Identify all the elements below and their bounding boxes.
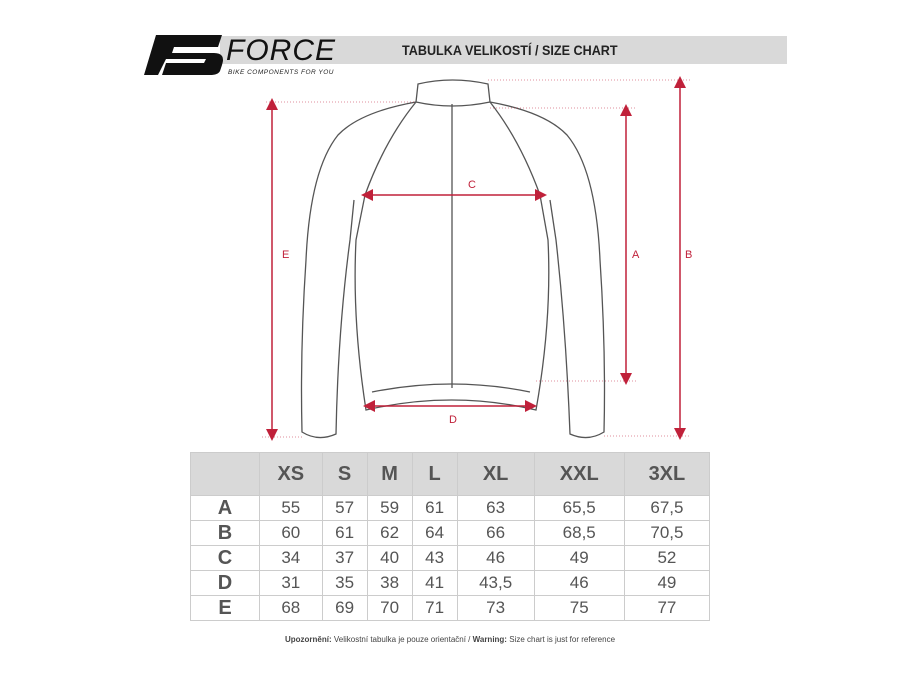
table-cell: 65,5: [533, 495, 625, 521]
label-c: C: [468, 179, 476, 191]
table-cell: 69: [321, 595, 368, 621]
note-cz-bold: Upozornění:: [284, 635, 332, 644]
force-logo-icon: [144, 35, 223, 75]
table-cell: 70: [366, 595, 413, 621]
label-b: B: [685, 249, 692, 261]
table-cell: 55: [259, 495, 323, 521]
column-header-xxl: XXL: [533, 452, 625, 496]
table-cell: 68: [259, 595, 323, 621]
table-cell: 64: [411, 520, 458, 546]
table-cell: 61: [321, 520, 368, 546]
row-label: E: [190, 595, 260, 621]
corner-cell: [190, 452, 260, 496]
table-cell: 37: [321, 545, 368, 571]
page-title: TABULKA VELIKOSTÍ / SIZE CHART: [402, 42, 618, 58]
row-label: A: [190, 495, 260, 521]
table-cell: 66: [456, 520, 535, 546]
row-label: C: [190, 545, 260, 571]
table-cell: 41: [411, 570, 458, 596]
label-a: A: [632, 249, 640, 261]
column-header-xl: XL: [456, 452, 535, 496]
table-cell: 60: [259, 520, 323, 546]
table-cell: 43: [411, 545, 458, 571]
table-row: B 60 61 62 64 66 68,5 70,5: [190, 520, 711, 546]
column-header-s: S: [321, 452, 368, 496]
table-row: E 68 69 70 71 73 75 77: [190, 595, 711, 621]
row-label: D: [190, 570, 260, 596]
note-en-bold: Warning:: [472, 635, 507, 644]
table-cell: 61: [411, 495, 458, 521]
table-row: D 31 35 38 41 43,5 46 49: [190, 570, 711, 596]
table-cell: 46: [533, 570, 625, 596]
table-cell: 52: [623, 545, 711, 571]
table-cell: 73: [456, 595, 535, 621]
table-cell: 38: [366, 570, 413, 596]
table-cell: 70,5: [623, 520, 711, 546]
table-cell: 57: [321, 495, 368, 521]
table-cell: 49: [533, 545, 625, 571]
column-header-l: L: [411, 452, 458, 496]
column-header-xs: XS: [259, 452, 323, 496]
label-d: D: [449, 414, 457, 426]
note-cz: Velikostní tabulka je pouze orientační /: [331, 635, 473, 644]
table-cell: 59: [366, 495, 413, 521]
header-bar: [220, 36, 787, 64]
label-e: E: [282, 249, 289, 261]
table-cell: 46: [456, 545, 535, 571]
column-header-m: M: [366, 452, 413, 496]
disclaimer-note: Upozornění: Velikostní tabulka je pouze …: [0, 635, 900, 645]
column-header-3xl: 3XL: [623, 452, 711, 496]
table-cell: 62: [366, 520, 413, 546]
table-cell: 40: [366, 545, 413, 571]
table-cell: 63: [456, 495, 535, 521]
brand-tagline: BIKE COMPONENTS FOR YOU: [228, 69, 335, 76]
table-cell: 71: [411, 595, 458, 621]
row-label: B: [190, 520, 260, 546]
size-table: XS S M L XL XXL 3XL A 55 57 59 61 63 65,5 67,5 B 60 61 62…: [190, 452, 711, 621]
table-cell: 31: [259, 570, 323, 596]
header-row: XS S M L XL XXL 3XL: [190, 452, 711, 496]
table-row: A 55 57 59 61 63 65,5 67,5: [190, 495, 711, 521]
brand-name: FORCE: [226, 34, 336, 67]
table-cell: 34: [259, 545, 323, 571]
note-en: Size chart is just for reference: [506, 635, 616, 644]
table-cell: 35: [321, 570, 368, 596]
table-cell: 75: [533, 595, 625, 621]
jersey-diagram: E A B C D: [262, 76, 692, 441]
table-cell: 67,5: [623, 495, 711, 521]
table-cell: 68,5: [533, 520, 625, 546]
table-row: C 34 37 40 43 46 49 52: [190, 545, 711, 571]
jersey-outline: [300, 79, 606, 439]
table-cell: 49: [623, 570, 711, 596]
table-cell: 43,5: [456, 570, 535, 596]
table-cell: 77: [623, 595, 711, 621]
